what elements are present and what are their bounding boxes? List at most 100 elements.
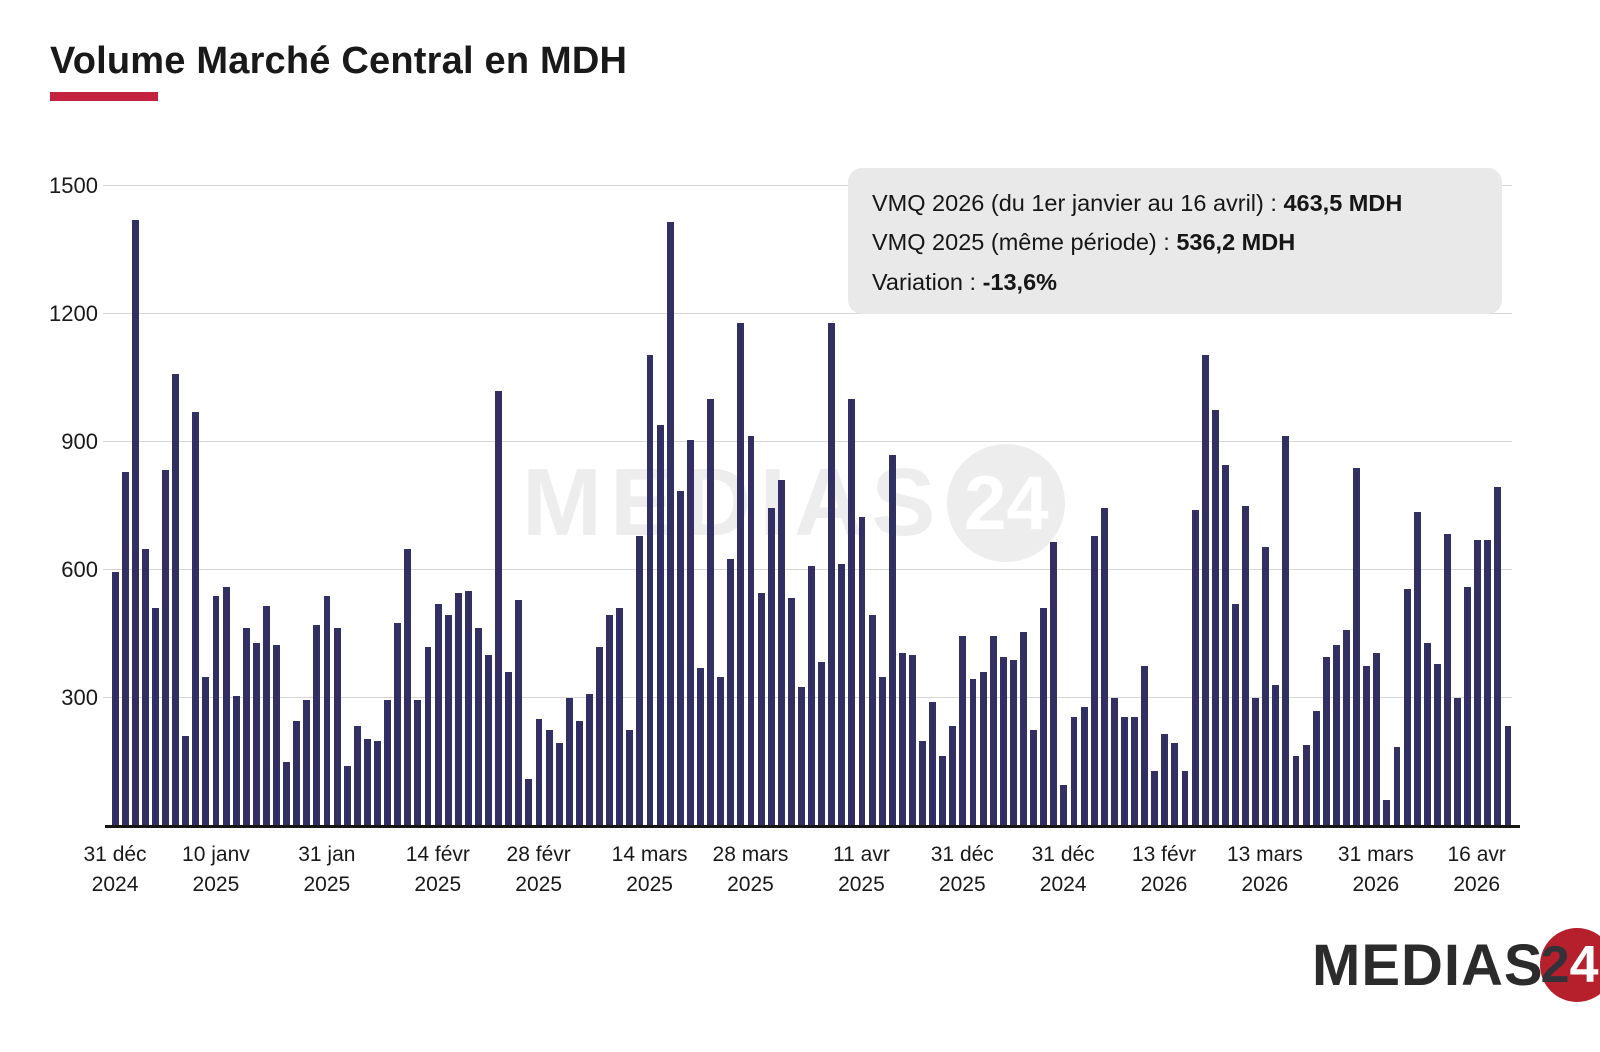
bar [1120,717,1128,826]
bar [505,672,513,826]
bar [1050,542,1058,826]
bar [666,222,674,826]
bar [777,480,785,826]
bar [999,657,1007,826]
bar [787,597,795,826]
bar [273,644,280,826]
watermark: MEDIAS 24 [522,444,1066,562]
bar [1110,698,1118,826]
bar [596,646,603,826]
bar [848,399,856,826]
bar [1363,666,1371,826]
y-tick-label-600: 600 [61,557,98,582]
bar [192,412,200,826]
bar [374,740,381,826]
bar [535,719,543,826]
x-tick-label: 14 mars 2025 [611,843,688,897]
bar [434,604,442,826]
bar [424,646,432,826]
bar [1090,535,1098,826]
bar [222,587,230,826]
bar [283,762,291,826]
bar [1272,685,1280,826]
bar [1211,410,1219,826]
bar [323,595,331,826]
annotation-line-vmq-2025: VMQ 2025 (même période) : 536,2 MDH [872,229,1296,256]
bar [909,655,916,826]
bar [818,661,826,826]
plot-area: MEDIAS 24 300 600 900 1200 1500 31 déc 2024 10 … [49,173,1520,896]
bar [1080,706,1088,826]
bar [1151,770,1159,826]
bar [1443,533,1451,826]
bar [1070,717,1078,826]
bar [959,636,967,826]
bar [131,220,139,826]
bar [1353,467,1361,826]
y-tick-label-300: 300 [61,685,98,710]
title-underline [50,92,158,101]
bar [1454,698,1461,826]
x-tick-label: 31 mars 2026 [1337,843,1414,897]
bar [384,700,392,826]
bar [727,559,735,826]
bar [1100,508,1108,826]
bar [242,627,250,826]
bar [1020,631,1027,826]
bar-series [110,186,1512,826]
bar [555,742,563,826]
bar [454,593,462,826]
x-tick-label: 16 avr 2026 [1447,843,1506,897]
bar [1484,540,1492,826]
bar [575,721,583,826]
bar [162,469,169,826]
bar [1433,663,1441,826]
bar [303,700,311,826]
page-title: Volume Marché Central en MDH [50,40,628,82]
bar [979,672,987,826]
bar [757,593,765,826]
bar [1504,725,1512,826]
bar [929,702,937,826]
bar [707,399,715,826]
bar [1282,435,1290,826]
bar [868,614,876,826]
gridline-900 [103,441,1512,442]
bar [919,740,926,826]
watermark-24-icon: 24 [947,444,1066,562]
bar [1332,644,1340,826]
bar [828,322,836,826]
bar [1322,657,1330,826]
bar [586,693,593,826]
annotation-line-variation: Variation : -13,6% [872,268,1058,295]
bar [989,636,997,826]
bar [1312,710,1320,826]
bar [1060,785,1068,826]
bar [485,655,492,826]
bar [343,766,351,826]
bar [313,625,321,826]
bar [1221,465,1229,826]
bar [636,535,644,826]
bar [353,725,361,826]
x-axis-line [105,825,1520,828]
bar [404,548,412,826]
bar [1494,486,1502,826]
watermark-text: MEDIAS [522,449,944,556]
bar [1201,354,1209,826]
bar [1009,659,1017,826]
bar [151,608,159,826]
bar [525,779,533,826]
gridline-1200 [103,313,1512,314]
bar [878,676,886,826]
bar [464,591,472,826]
bar [838,563,846,826]
bar [121,471,129,826]
bar [949,725,957,826]
bar [1413,512,1421,826]
bar [717,676,725,826]
gridline-300 [103,697,1512,698]
medias24-logo-text: MEDIAS [1312,932,1544,998]
gridline-1500 [103,185,1512,186]
